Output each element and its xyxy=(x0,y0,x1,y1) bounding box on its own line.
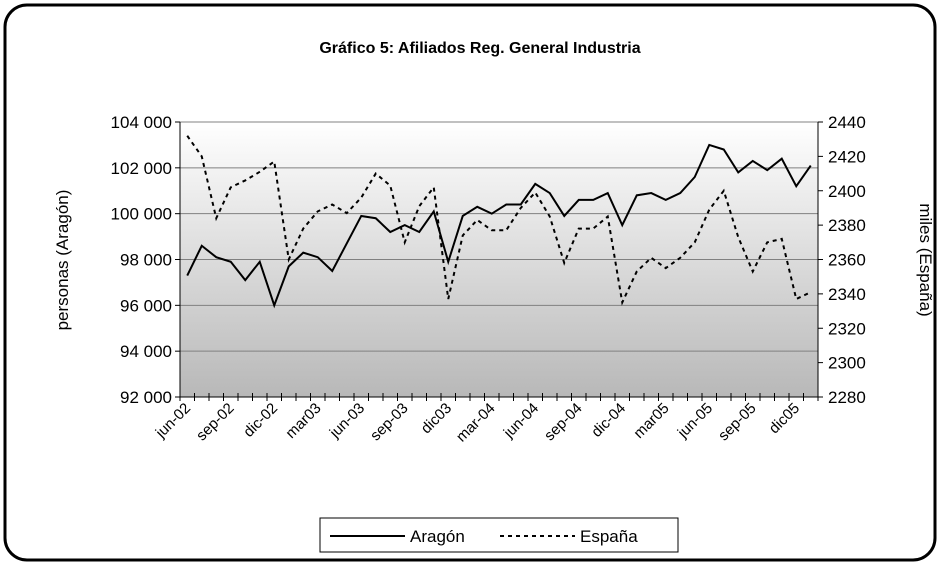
y-axis-label: personas (Aragón) xyxy=(53,190,72,331)
y-tick-label: 96 000 xyxy=(120,296,172,315)
y2-tick-label: 2300 xyxy=(828,354,866,373)
y2-tick-label: 2380 xyxy=(828,216,866,235)
y2-axis-label: miles (España) xyxy=(916,203,935,316)
legend-label: España xyxy=(580,527,638,546)
legend-label: Aragón xyxy=(410,527,465,546)
y2-tick-label: 2420 xyxy=(828,147,866,166)
y-tick-label: 104 000 xyxy=(111,113,172,132)
y-tick-label: 92 000 xyxy=(120,388,172,407)
y-tick-label: 102 000 xyxy=(111,159,172,178)
y2-tick-label: 2340 xyxy=(828,285,866,304)
y2-tick-label: 2320 xyxy=(828,319,866,338)
y-tick-label: 98 000 xyxy=(120,251,172,270)
y2-tick-label: 2280 xyxy=(828,388,866,407)
y-tick-label: 100 000 xyxy=(111,205,172,224)
series-line xyxy=(186,143,812,309)
y-tick-label: 94 000 xyxy=(120,342,172,361)
chart-title: Gráfico 5: Afiliados Reg. General Indust… xyxy=(319,40,640,57)
y2-tick-label: 2440 xyxy=(828,113,866,132)
y2-tick-label: 2360 xyxy=(828,251,866,270)
y2-tick-label: 2400 xyxy=(828,182,866,201)
